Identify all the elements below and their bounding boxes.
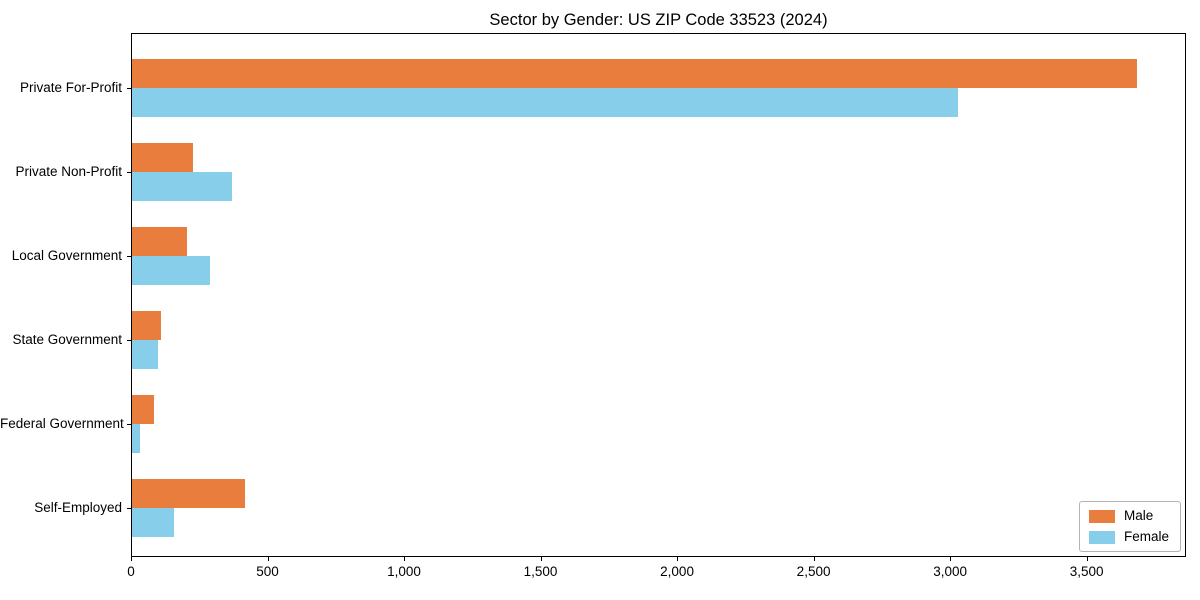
bar-male-private-for-profit bbox=[132, 59, 1137, 88]
y-tick-state-government bbox=[127, 340, 131, 341]
x-tick-label-3500: 3,500 bbox=[1069, 564, 1104, 579]
bar-female-local-government bbox=[132, 256, 210, 285]
x-tick-3500 bbox=[1086, 557, 1088, 561]
legend: Male Female bbox=[1078, 501, 1181, 552]
legend-label-male: Male bbox=[1123, 508, 1154, 523]
x-tick-2500 bbox=[813, 557, 815, 561]
y-label-federal-government: Federal Government bbox=[0, 416, 124, 431]
x-tick-3000 bbox=[950, 557, 952, 561]
x-tick-1000 bbox=[404, 557, 406, 561]
y-label-private-non-profit: Private Non-Profit bbox=[15, 164, 122, 179]
x-tick-label-0: 0 bbox=[127, 564, 135, 579]
x-tick-2000 bbox=[677, 557, 679, 561]
bar-male-private-non-profit bbox=[132, 143, 193, 172]
x-tick-label-1500: 1,500 bbox=[523, 564, 558, 579]
legend-label-female: Female bbox=[1123, 529, 1169, 544]
x-tick-0 bbox=[131, 557, 132, 561]
y-tick-private-for-profit bbox=[127, 88, 131, 89]
y-tick-self-employed bbox=[127, 508, 131, 509]
x-tick-label-2000: 2,000 bbox=[660, 564, 694, 579]
bar-female-state-government bbox=[132, 340, 158, 369]
x-tick-500 bbox=[267, 557, 269, 561]
y-label-local-government: Local Government bbox=[11, 248, 122, 263]
legend-entry-female: Female bbox=[1088, 529, 1169, 544]
bar-female-private-for-profit bbox=[132, 88, 958, 117]
y-tick-private-non-profit bbox=[127, 172, 131, 173]
x-tick-1500 bbox=[540, 557, 542, 561]
legend-entry-male: Male bbox=[1088, 508, 1169, 523]
bar-male-federal-government bbox=[132, 395, 154, 424]
female-swatch bbox=[1088, 530, 1115, 544]
y-label-self-employed: Self-Employed bbox=[34, 500, 122, 515]
male-swatch bbox=[1088, 509, 1115, 523]
x-tick-label-3000: 3,000 bbox=[933, 564, 967, 579]
bar-male-self-employed bbox=[132, 479, 245, 508]
x-tick-label-2500: 2,500 bbox=[796, 564, 831, 579]
y-label-private-for-profit: Private For-Profit bbox=[19, 80, 122, 95]
x-tick-label-500: 500 bbox=[256, 564, 279, 579]
bar-female-private-non-profit bbox=[132, 172, 232, 201]
chart-title: Sector by Gender: US ZIP Code 33523 (202… bbox=[489, 11, 828, 29]
bar-male-state-government bbox=[132, 311, 161, 340]
y-tick-federal-government bbox=[127, 424, 131, 425]
bar-female-federal-government bbox=[132, 424, 140, 453]
y-label-state-government: State Government bbox=[12, 332, 122, 347]
bar-female-self-employed bbox=[132, 508, 174, 537]
bar-male-local-government bbox=[132, 227, 187, 256]
x-tick-label-1000: 1,000 bbox=[387, 564, 421, 579]
y-tick-local-government bbox=[127, 256, 131, 257]
plot-area: Male Female bbox=[131, 33, 1186, 557]
